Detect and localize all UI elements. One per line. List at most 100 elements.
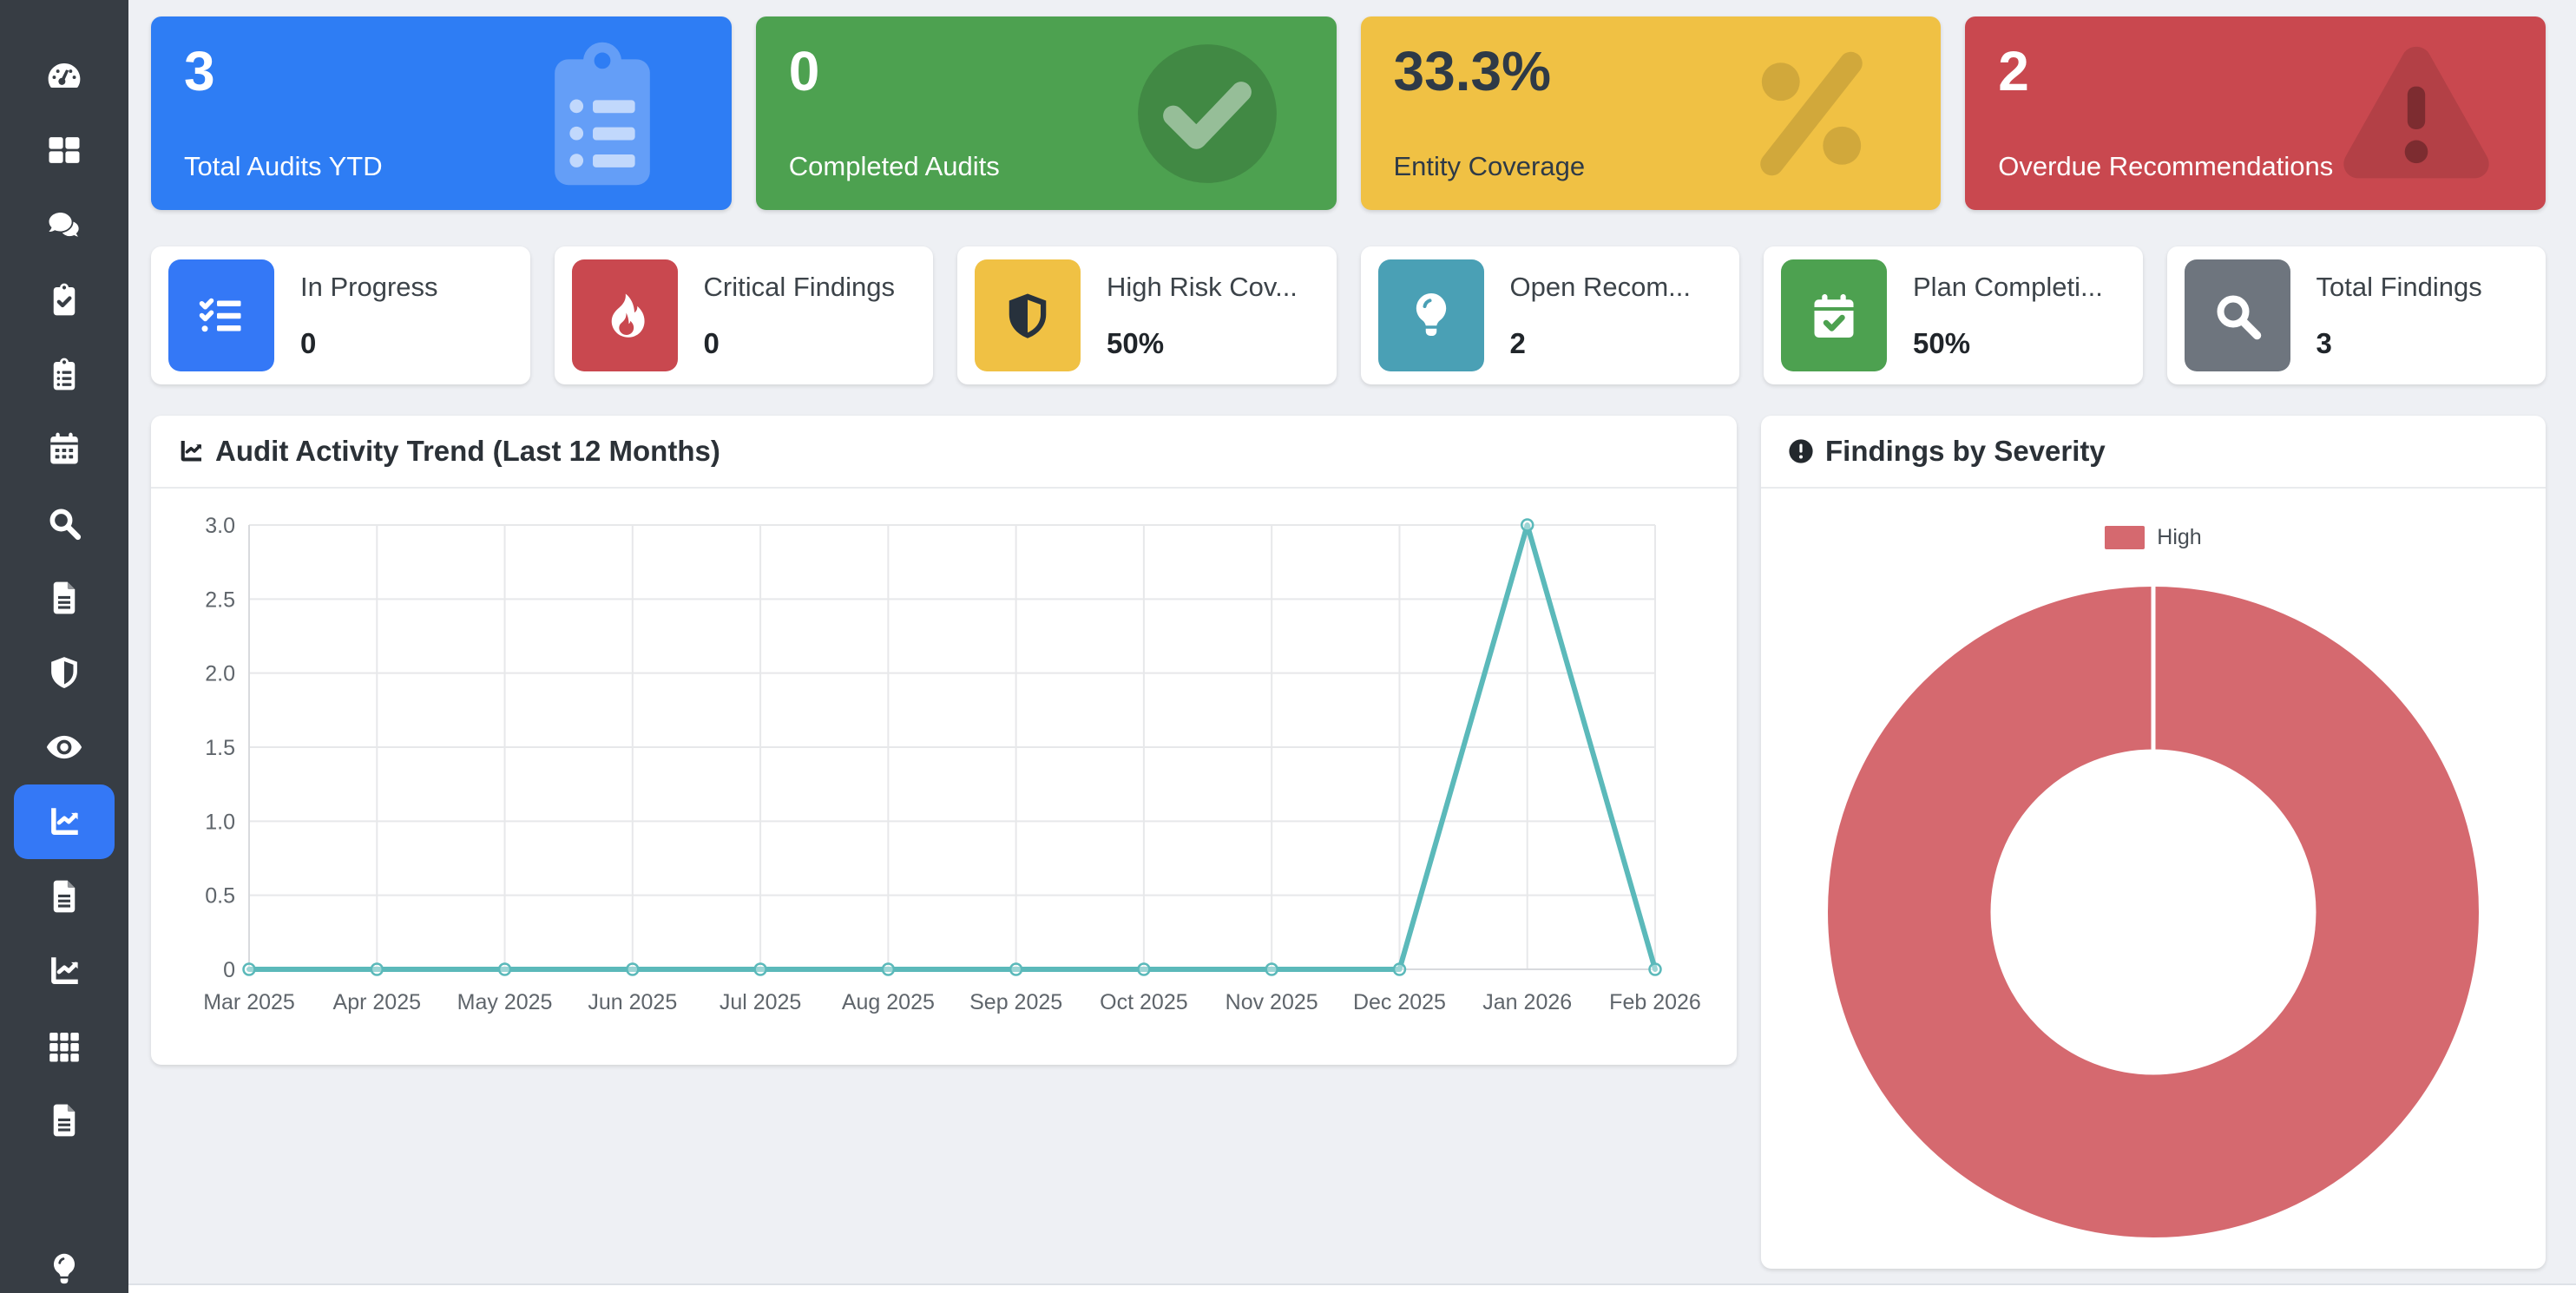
sidebar-item-file[interactable]	[14, 859, 115, 934]
kpi-card-value: 2	[1509, 326, 1526, 359]
svg-text:3.0: 3.0	[205, 514, 235, 538]
clipboard-check-icon	[46, 281, 82, 318]
svg-text:Aug 2025: Aug 2025	[842, 990, 935, 1014]
sidebar-item-chart-line[interactable]	[14, 934, 115, 1008]
svg-text:Mar 2025: Mar 2025	[203, 990, 295, 1014]
file-icon	[46, 1102, 82, 1139]
sidebar-item-grid[interactable]	[14, 1008, 115, 1083]
audit-activity-header: Audit Activity Trend (Last 12 Months)	[151, 416, 1737, 489]
kpi-card: Critical Findings 0	[554, 246, 933, 384]
findings-severity-body: High	[1761, 525, 2546, 1269]
kpi-card-title: Critical Findings	[703, 271, 896, 302]
summary-card-value: 33.3%	[1393, 40, 1551, 102]
percent-icon	[1730, 32, 1893, 195]
sidebar-item-shield[interactable]	[14, 635, 115, 710]
next-section-card-top	[128, 1285, 2576, 1293]
grid-large-icon	[46, 132, 82, 168]
kpi-card: In Progress 0	[151, 246, 530, 384]
sidebar-item-file[interactable]	[14, 561, 115, 635]
kpi-card: Open Recom... 2	[1360, 246, 1739, 384]
sidebar-item-clipboard-check[interactable]	[14, 262, 115, 337]
svg-text:Jun 2025: Jun 2025	[588, 990, 677, 1014]
kpi-card-text: High Risk Cov... 50%	[1107, 272, 1298, 360]
tachometer-icon	[46, 57, 82, 94]
kpi-card-title: Plan Completi...	[1913, 271, 2103, 302]
sidebar-item-chart-line[interactable]	[14, 784, 115, 859]
kpi-card-title: High Risk Cov...	[1107, 271, 1298, 302]
audit-activity-title: Audit Activity Trend (Last 12 Months)	[215, 435, 720, 467]
sidebar-nav	[0, 0, 128, 1158]
check-circle-icon	[1126, 32, 1289, 195]
calendar-check-icon	[1781, 259, 1887, 371]
svg-text:Apr 2025: Apr 2025	[333, 990, 421, 1014]
sidebar-item-tachometer[interactable]	[14, 38, 115, 113]
svg-text:Feb 2026: Feb 2026	[1609, 990, 1701, 1014]
kpi-card-text: Open Recom... 2	[1510, 272, 1691, 360]
svg-text:Dec 2025: Dec 2025	[1353, 990, 1446, 1014]
exclamation-circle-icon	[1787, 437, 1815, 465]
kpi-card: High Risk Cov... 50%	[957, 246, 1337, 384]
svg-text:2.0: 2.0	[205, 662, 235, 686]
sidebar-item-calendar[interactable]	[14, 411, 115, 486]
sidebar-item-search[interactable]	[14, 486, 115, 561]
sidebar-item-file[interactable]	[14, 1083, 115, 1158]
summary-card-value: 2	[1998, 40, 2029, 102]
findings-severity-title: Findings by Severity	[1825, 435, 2106, 467]
fire-icon	[571, 259, 678, 371]
kpi-card: Plan Completi... 50%	[1764, 246, 2143, 384]
kpi-card-text: Plan Completi... 50%	[1913, 272, 2103, 360]
search-icon	[2184, 259, 2290, 371]
donut-chart	[1790, 569, 2517, 1255]
sidebar	[0, 0, 128, 1293]
comments-icon	[46, 207, 82, 243]
sidebar-item-clipboard-list[interactable]	[14, 337, 115, 411]
file-icon	[46, 878, 82, 915]
eye-icon	[46, 729, 82, 765]
chart-line-icon	[46, 953, 82, 989]
kpi-card-value: 0	[703, 326, 720, 359]
summary-card-value: 3	[184, 40, 215, 102]
legend-label: High	[2157, 525, 2202, 549]
summary-card: 0 Completed Audits	[755, 16, 1337, 210]
svg-text:1.0: 1.0	[205, 810, 235, 834]
kpi-card: Total Findings 3	[2166, 246, 2546, 384]
sidebar-item-lightbulb[interactable]	[14, 1232, 115, 1293]
clipboard-list-icon	[521, 32, 684, 195]
chart-line-icon	[177, 437, 205, 465]
audit-activity-body: 3.0 2.5 2.0 1.5 1.0 0.5 0 Mar 2025 Apr 2025 May 2…	[151, 501, 1737, 1065]
sidebar-item-eye[interactable]	[14, 710, 115, 784]
audit-activity-card: Audit Activity Trend (Last 12 Months) 3.…	[151, 416, 1737, 1065]
kpi-card-text: Critical Findings 0	[704, 272, 896, 360]
summary-card: 33.3% Entity Coverage	[1360, 16, 1942, 210]
kpi-card-text: Total Findings 3	[2316, 272, 2482, 360]
lightbulb-icon	[46, 1251, 82, 1288]
findings-severity-card: Findings by Severity High	[1761, 416, 2546, 1269]
main-content: 3 Total Audits YTD 0 Completed Audits 33.3% E…	[128, 0, 2576, 1293]
svg-text:Oct 2025: Oct 2025	[1100, 990, 1187, 1014]
kpi-card-value: 50%	[1913, 326, 1971, 359]
legend-swatch[interactable]	[2105, 526, 2146, 549]
svg-text:2.5: 2.5	[205, 587, 235, 612]
kpi-card-title: Total Findings	[2316, 271, 2482, 302]
svg-text:Jul 2025: Jul 2025	[720, 990, 802, 1014]
kpi-card-title: Open Recom...	[1509, 271, 1691, 302]
file-icon	[46, 580, 82, 616]
kpi-card-title: In Progress	[300, 271, 438, 302]
summary-card-label: Overdue Recommendations	[1998, 151, 2334, 181]
summary-cards-row: 3 Total Audits YTD 0 Completed Audits 33.3% E…	[151, 16, 2546, 210]
clipboard-list-icon	[46, 356, 82, 392]
svg-text:Sep 2025: Sep 2025	[969, 990, 1062, 1014]
svg-text:0.5: 0.5	[205, 884, 235, 909]
sidebar-item-grid-large[interactable]	[14, 113, 115, 187]
tasks-icon	[168, 259, 274, 371]
findings-severity-header: Findings by Severity	[1761, 416, 2546, 489]
kpi-card-value: 3	[2316, 326, 2332, 359]
svg-text:Nov 2025: Nov 2025	[1226, 990, 1318, 1014]
summary-card-label: Entity Coverage	[1393, 151, 1586, 181]
shield-icon	[46, 654, 82, 691]
calendar-icon	[46, 430, 82, 467]
sidebar-item-comments[interactable]	[14, 187, 115, 262]
chart-line-icon	[46, 804, 82, 840]
svg-text:0: 0	[223, 958, 235, 982]
